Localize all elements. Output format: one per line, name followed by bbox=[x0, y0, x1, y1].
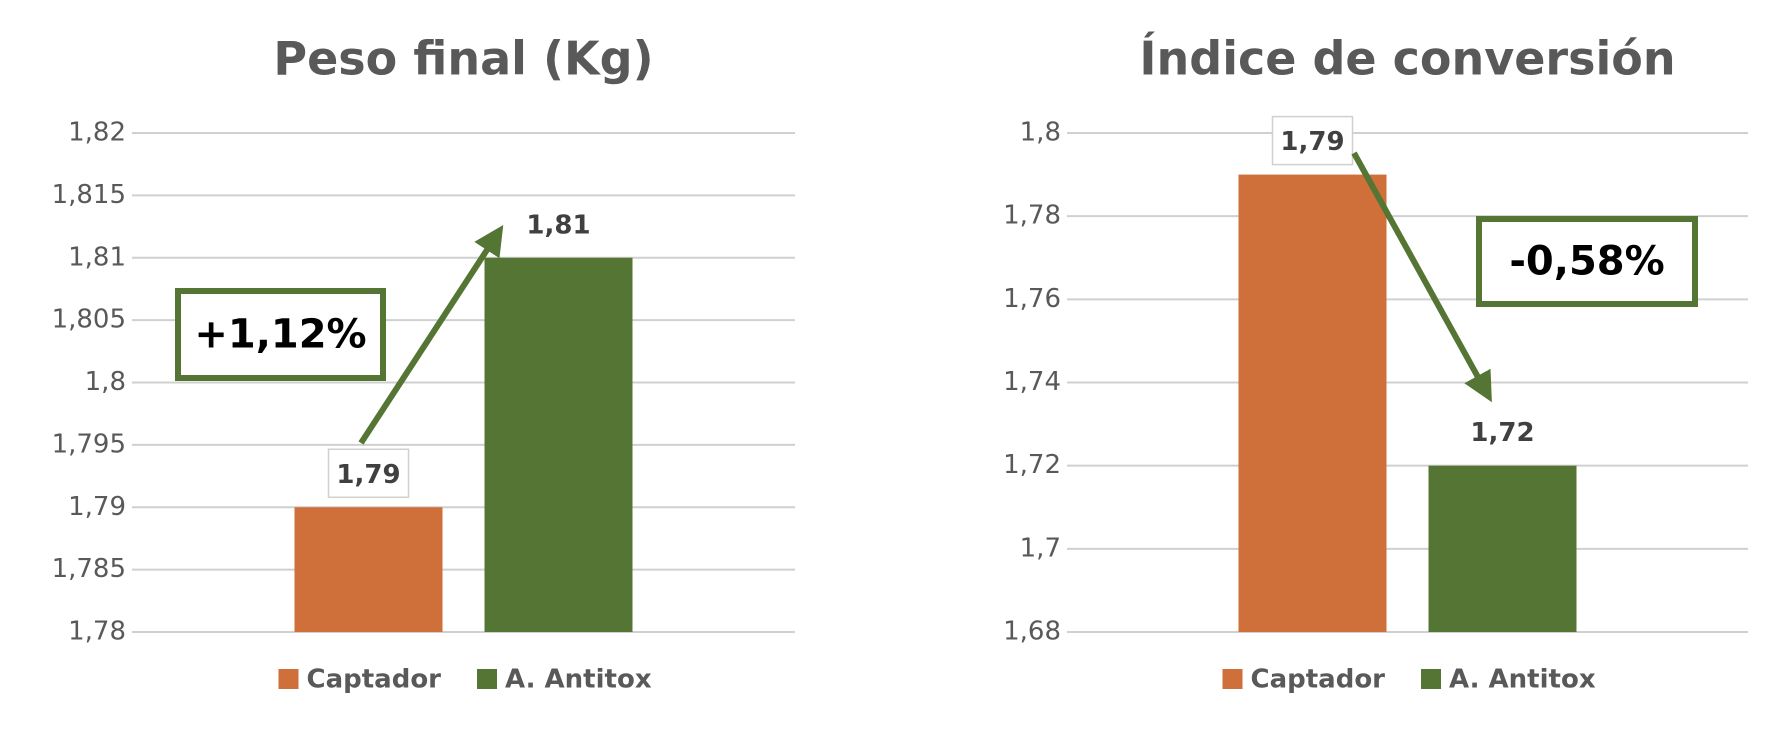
bar bbox=[484, 257, 633, 632]
y-tick-label: 1,72 bbox=[1003, 450, 1061, 480]
y-tick-label: 1,815 bbox=[52, 180, 126, 210]
y-tick-label: 1,805 bbox=[52, 305, 126, 335]
y-tick-label: 1,8 bbox=[1020, 118, 1061, 148]
annotation: -0,58% bbox=[1509, 239, 1664, 285]
legend-swatch bbox=[477, 669, 498, 689]
y-tick-label: 1,78 bbox=[68, 617, 126, 647]
data-label: 1,79 bbox=[1280, 127, 1344, 157]
y-tick-label: 1,79 bbox=[68, 492, 126, 522]
data-label: 1,81 bbox=[526, 210, 590, 240]
legend-swatch bbox=[278, 669, 299, 689]
legend-label: A. Antitox bbox=[505, 665, 652, 695]
y-tick-label: 1,82 bbox=[68, 118, 126, 148]
data-label: 1,72 bbox=[1470, 418, 1534, 448]
legend-label: Captador bbox=[307, 665, 442, 695]
y-tick-label: 1,74 bbox=[1003, 367, 1061, 397]
bar bbox=[1238, 174, 1387, 633]
annotation-box bbox=[1476, 216, 1698, 307]
chart-title: Índice de conversión bbox=[1139, 32, 1675, 86]
y-tick-label: 1,7 bbox=[1020, 533, 1061, 563]
legend-swatch bbox=[1222, 669, 1243, 689]
trend-arrow bbox=[358, 224, 504, 445]
data-label: 1,79 bbox=[336, 460, 400, 490]
legend-swatch bbox=[1421, 669, 1442, 689]
y-tick-label: 1,795 bbox=[52, 429, 126, 459]
legend-label: Captador bbox=[1251, 665, 1386, 695]
y-tick-label: 1,785 bbox=[52, 554, 126, 584]
annotation-box bbox=[175, 288, 386, 381]
y-tick-label: 1,78 bbox=[1003, 201, 1061, 231]
y-tick-label: 1,68 bbox=[1003, 617, 1061, 647]
annotation: +1,12% bbox=[194, 312, 366, 358]
legend-label: A. Antitox bbox=[1449, 665, 1596, 695]
y-tick-label: 1,76 bbox=[1003, 284, 1061, 314]
chart-title: Peso final (Kg) bbox=[273, 32, 653, 86]
data-label-box bbox=[1271, 115, 1354, 166]
y-tick-label: 1,81 bbox=[68, 242, 126, 272]
bar bbox=[1428, 465, 1577, 632]
data-label-box bbox=[327, 448, 410, 498]
y-tick-label: 1,8 bbox=[85, 367, 126, 397]
trend-arrow bbox=[1351, 151, 1492, 403]
bar bbox=[294, 507, 443, 632]
